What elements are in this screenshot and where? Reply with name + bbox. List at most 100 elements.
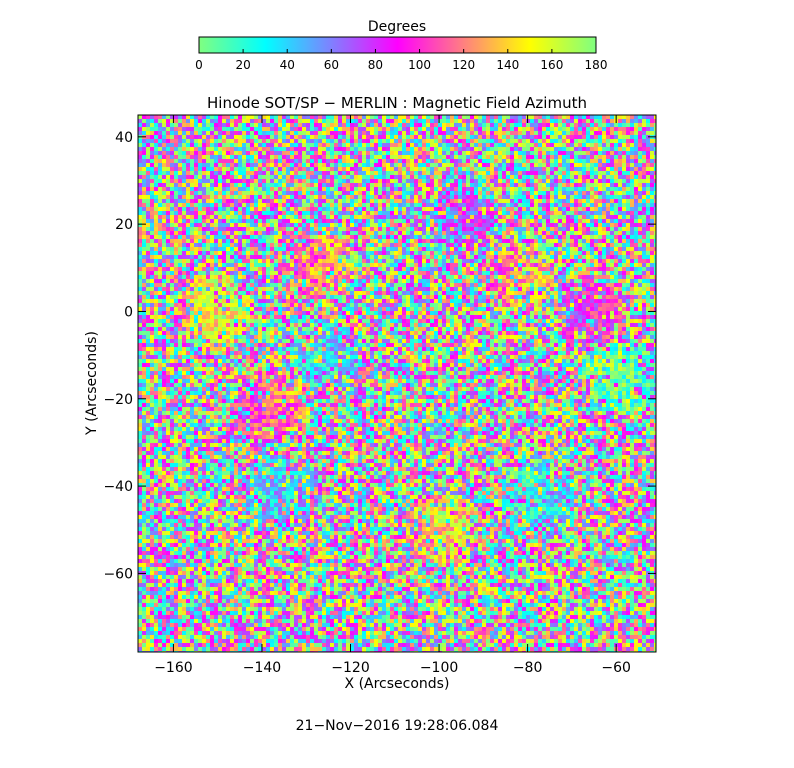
heatmap-cell [226,159,230,163]
heatmap-cell [506,219,510,223]
heatmap-cell [290,167,294,171]
heatmap-cell [646,179,650,183]
heatmap-cell [390,219,394,223]
heatmap-cell [434,199,438,203]
heatmap-cell [262,171,266,175]
heatmap-cell [250,135,254,139]
heatmap-cell [294,167,298,171]
heatmap-cell [218,175,222,179]
heatmap-cell [362,207,366,211]
heatmap-cell [222,167,226,171]
heatmap-cell [546,151,550,155]
heatmap-cell [586,247,590,251]
heatmap-cell [654,211,656,215]
heatmap-cell [342,251,346,255]
heatmap-cell [622,199,626,203]
heatmap-cell [306,215,310,219]
heatmap-cell [378,167,382,171]
heatmap-cell [430,255,434,259]
heatmap-cell [458,155,462,159]
heatmap-cell [414,159,418,163]
heatmap-cell [174,211,178,215]
heatmap-cell [474,263,478,267]
heatmap-cell [470,123,474,127]
heatmap-cell [446,167,450,171]
heatmap-cell [158,143,162,147]
heatmap-cell [618,199,622,203]
heatmap-cell [430,139,434,143]
heatmap-cell [202,187,206,191]
heatmap-cell [314,243,318,247]
heatmap-cell [338,123,342,127]
heatmap-cell [654,235,656,239]
heatmap-cell [654,123,656,127]
heatmap-cell [410,191,414,195]
heatmap-cell [478,203,482,207]
heatmap-cell [334,251,338,255]
heatmap-cell [538,231,542,235]
heatmap-cell [562,195,566,199]
heatmap-cell [586,243,590,247]
heatmap-cell [202,191,206,195]
heatmap-cell [342,259,346,263]
heatmap-cell [266,123,270,127]
heatmap-cell [286,191,290,195]
heatmap-cell [206,155,210,159]
heatmap-cell [542,151,546,155]
heatmap-cell [166,195,170,199]
heatmap-cell [586,235,590,239]
heatmap-cell [486,259,490,263]
heatmap-cell [138,139,142,143]
heatmap-cell [154,223,158,227]
heatmap-cell [198,179,202,183]
heatmap-cell [554,115,558,119]
heatmap-cell [510,123,514,127]
heatmap-cell [150,179,154,183]
heatmap-cell [170,175,174,179]
heatmap-cell [622,187,626,191]
heatmap-cell [474,179,478,183]
heatmap-cell [242,151,246,155]
heatmap-cell [146,235,150,239]
heatmap-cell [158,171,162,175]
heatmap-cell [522,183,526,187]
heatmap-cell [542,167,546,171]
heatmap-cell [422,115,426,119]
heatmap-cell [322,139,326,143]
heatmap-cell [278,195,282,199]
heatmap-cell [158,199,162,203]
heatmap-cell [218,147,222,151]
heatmap-cell [154,243,158,247]
heatmap-cell [326,127,330,131]
heatmap-cell [146,167,150,171]
heatmap-cell [622,175,626,179]
heatmap-cell [378,143,382,147]
heatmap-cell [258,151,262,155]
heatmap-cell [482,127,486,131]
heatmap-cell [158,119,162,123]
heatmap-cell [182,139,186,143]
heatmap-cell [182,207,186,211]
heatmap-cell [470,203,474,207]
heatmap-cell [370,179,374,183]
heatmap-cell [306,263,310,267]
heatmap-cell [330,199,334,203]
heatmap-cell [654,175,656,179]
heatmap-cell [158,203,162,207]
heatmap-cell [150,139,154,143]
heatmap-cell [142,179,146,183]
heatmap-cell [598,215,602,219]
heatmap-cell [574,139,578,143]
heatmap-cell [486,263,490,267]
heatmap-cell [326,259,330,263]
heatmap-cell [570,227,574,231]
heatmap-cell [594,251,598,255]
heatmap-cell [250,179,254,183]
heatmap-cell [158,267,162,271]
heatmap-cell [222,143,226,147]
heatmap-cell [570,191,574,195]
heatmap-cell [210,251,214,255]
heatmap-cell [230,227,234,231]
heatmap-cell [178,135,182,139]
heatmap-cell [254,247,258,251]
